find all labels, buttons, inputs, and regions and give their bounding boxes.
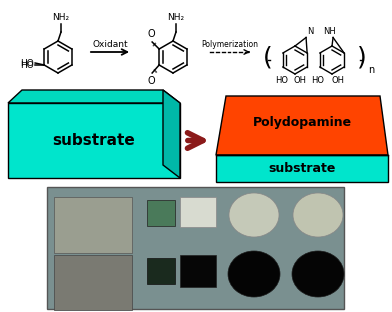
Bar	[180, 255, 216, 287]
Text: =: =	[150, 40, 158, 48]
Text: ): )	[357, 46, 367, 70]
Bar	[47, 187, 344, 309]
Polygon shape	[8, 90, 180, 103]
Text: HO: HO	[312, 76, 325, 85]
Text: (: (	[263, 46, 273, 70]
Text: N: N	[307, 27, 313, 36]
Text: HO: HO	[276, 76, 289, 85]
Text: NH: NH	[323, 27, 336, 36]
Bar	[54, 197, 132, 253]
Text: O: O	[147, 29, 155, 39]
Text: HO: HO	[20, 59, 34, 67]
Text: Polydopamine: Polydopamine	[252, 116, 352, 129]
Ellipse shape	[292, 251, 344, 297]
Polygon shape	[163, 90, 180, 178]
Text: substrate: substrate	[53, 133, 135, 148]
Text: OH: OH	[332, 76, 345, 85]
Polygon shape	[216, 155, 388, 182]
Text: NH₂: NH₂	[53, 13, 69, 22]
Bar	[180, 197, 216, 227]
Polygon shape	[216, 96, 388, 155]
Text: OH: OH	[294, 76, 307, 85]
Bar	[147, 200, 175, 226]
Text: n: n	[368, 65, 374, 75]
Bar	[54, 255, 132, 310]
Text: HO: HO	[20, 61, 34, 70]
Text: Polymerization: Polymerization	[201, 40, 258, 49]
Text: substrate: substrate	[268, 162, 336, 175]
Text: O: O	[147, 76, 155, 86]
Text: NH₂: NH₂	[167, 13, 185, 22]
Ellipse shape	[228, 251, 280, 297]
Text: =: =	[150, 67, 158, 75]
Ellipse shape	[229, 193, 279, 237]
Bar	[147, 258, 175, 284]
Text: Oxidant: Oxidant	[92, 40, 128, 49]
Ellipse shape	[293, 193, 343, 237]
Polygon shape	[8, 103, 180, 178]
